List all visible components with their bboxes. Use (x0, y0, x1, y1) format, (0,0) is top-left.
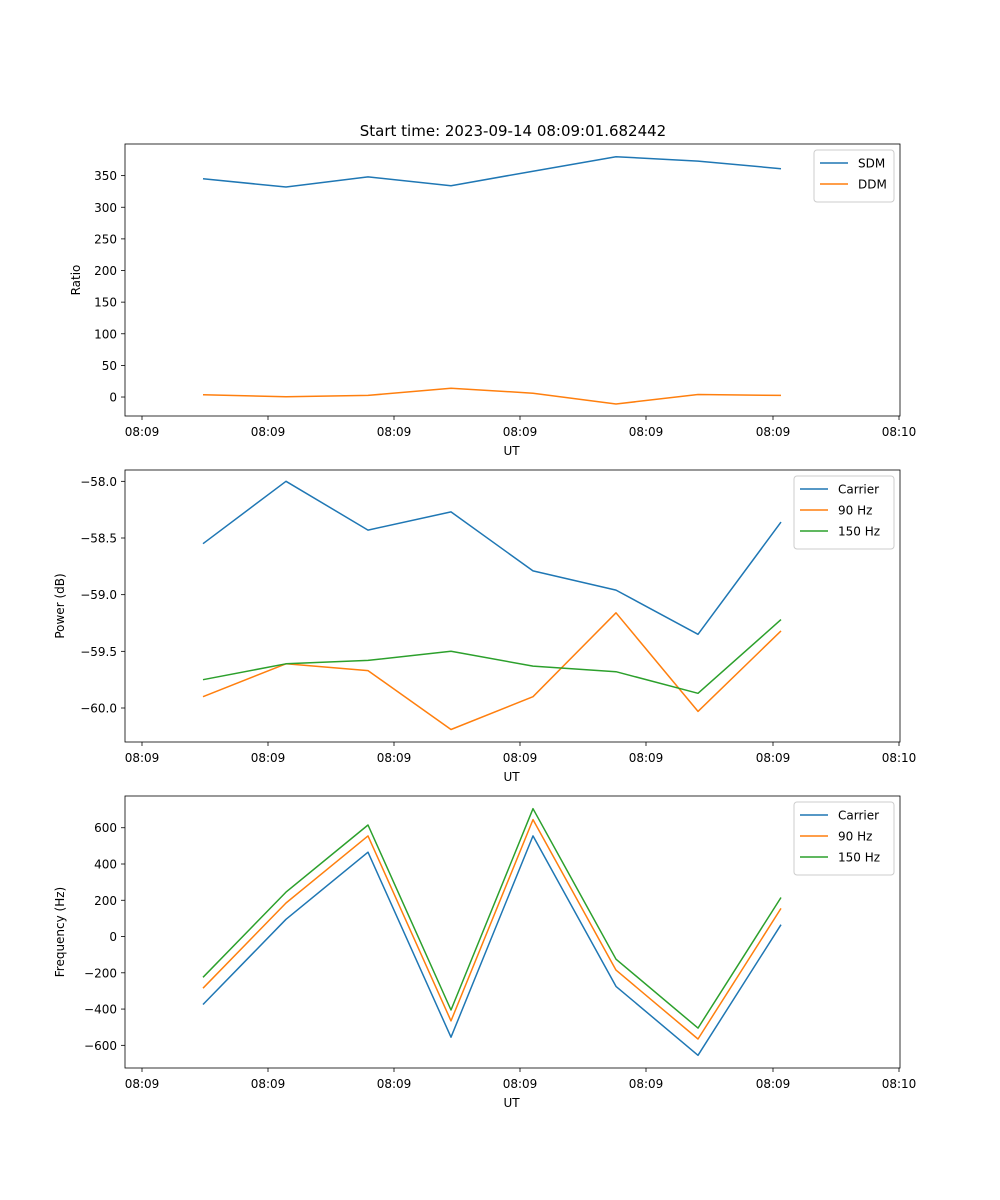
legend: Carrier 90 Hz 150 Hz (793, 475, 895, 550)
legend-label: SDM (858, 157, 885, 171)
x-tick-label: 08:09 (756, 751, 791, 765)
series-line-90-hz (202, 612, 782, 731)
y-tick-label: 400 (94, 858, 117, 872)
x-tick-label: 08:10 (882, 425, 917, 439)
y-tick-label: −58.0 (80, 475, 117, 489)
x-tick-label: 08:10 (882, 1077, 917, 1091)
y-tick-label: 100 (94, 327, 117, 341)
series-line-150-hz (202, 807, 782, 1029)
y-tick-label: 200 (94, 264, 117, 278)
legend-label: DDM (858, 178, 887, 192)
y-tick-label: −60.0 (80, 702, 117, 716)
x-tick-label: 08:09 (629, 425, 664, 439)
legend-label: Carrier (838, 483, 879, 497)
x-tick-label: 08:09 (251, 425, 286, 439)
x-tick-label: 08:09 (125, 425, 160, 439)
series-line-ddm (202, 387, 782, 405)
axes-frame (124, 795, 901, 1069)
x-tick-label: 08:09 (125, 751, 160, 765)
x-tick-label: 08:10 (882, 751, 917, 765)
legend-label: 150 Hz (838, 525, 880, 539)
y-tick-label: 350 (94, 169, 117, 183)
y-tick-label: −200 (84, 966, 117, 980)
series-line-sdm (202, 155, 782, 188)
y-tick-label: 0 (109, 930, 117, 944)
y-tick-label: −59.0 (80, 588, 117, 602)
x-tick-label: 08:09 (125, 1077, 160, 1091)
x-tick-label: 08:09 (251, 751, 286, 765)
y-tick-label: 150 (94, 296, 117, 310)
legend-label: 90 Hz (838, 504, 872, 518)
x-tick-label: 08:09 (377, 751, 412, 765)
x-tick-label: 08:09 (503, 1077, 538, 1091)
x-axis-label: UT (503, 444, 520, 458)
y-tick-label: 250 (94, 232, 117, 246)
legend-label: Carrier (838, 809, 879, 823)
x-tick-label: 08:09 (629, 1077, 664, 1091)
x-tick-label: 08:09 (251, 1077, 286, 1091)
y-tick-label: −59.5 (80, 645, 117, 659)
y-axis-label: Frequency (Hz) (53, 887, 67, 978)
axes-panel-1: 08:09 08:09 08:09 08:09 08:09 08:09 08:10 0 50 10… (69, 143, 917, 458)
y-tick-label: −58.5 (80, 532, 117, 546)
x-axis-label: UT (503, 770, 520, 784)
x-tick-label: 08:09 (756, 425, 791, 439)
legend: Carrier 90 Hz 150 Hz (793, 801, 895, 876)
y-tick-label: 200 (94, 894, 117, 908)
x-tick-label: 08:09 (377, 425, 412, 439)
y-tick-label: 50 (102, 359, 117, 373)
series-line-150-hz (202, 619, 782, 695)
y-tick-label: 0 (109, 391, 117, 405)
y-tick-label: 300 (94, 201, 117, 215)
axes-panel-3: 08:09 08:09 08:09 08:09 08:09 08:09 08:10 −600 −… (53, 795, 917, 1110)
axes-frame (124, 143, 901, 417)
series-line-90-hz (202, 818, 782, 1040)
x-tick-label: 08:09 (503, 751, 538, 765)
axes-frame (124, 469, 901, 743)
x-tick-label: 08:09 (629, 751, 664, 765)
y-tick-label: −400 (84, 1003, 117, 1017)
x-tick-label: 08:09 (377, 1077, 412, 1091)
x-tick-label: 08:09 (503, 425, 538, 439)
y-tick-label: 600 (94, 821, 117, 835)
x-tick-label: 08:09 (756, 1077, 791, 1091)
y-tick-label: −600 (84, 1039, 117, 1053)
legend-label: 150 Hz (838, 851, 880, 865)
series-line-carrier (202, 480, 782, 636)
x-axis-label: UT (503, 1096, 520, 1110)
series-line-carrier (202, 835, 782, 1057)
y-axis-label: Power (dB) (53, 573, 67, 638)
y-axis-label: Ratio (69, 265, 83, 296)
chart-title: Start time: 2023-09-14 08:09:01.682442 (360, 122, 666, 140)
axes-root: 08:09 08:09 08:09 08:09 08:09 08:09 08:10 0 50 10… (53, 143, 917, 1110)
axes-panel-2: 08:09 08:09 08:09 08:09 08:09 08:09 08:10 −60.0… (53, 469, 917, 784)
legend-label: 90 Hz (838, 830, 872, 844)
legend: SDM DDM (813, 149, 895, 203)
